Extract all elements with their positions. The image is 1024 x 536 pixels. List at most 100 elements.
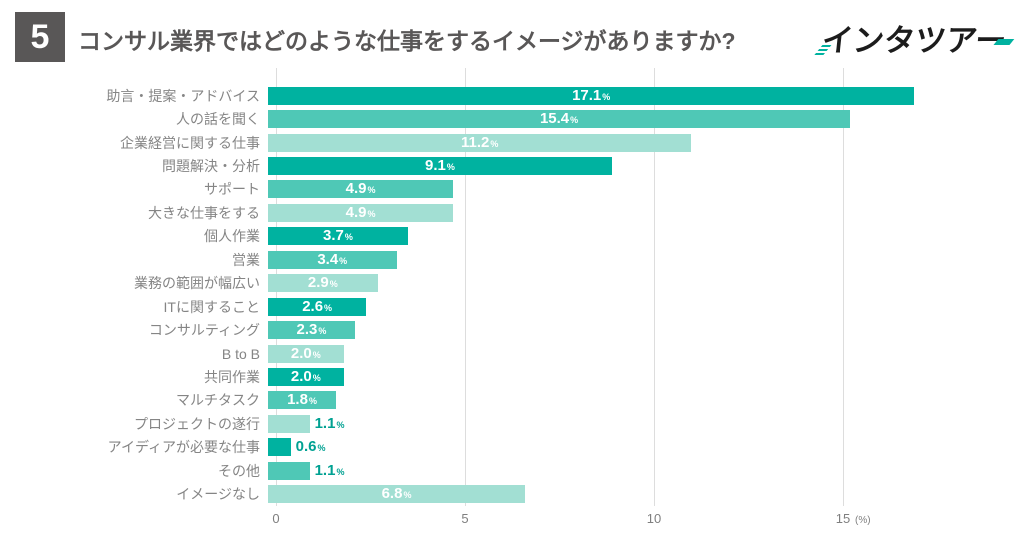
bar-track: 9.1% — [268, 157, 1012, 176]
value-label: 3.4% — [317, 250, 348, 268]
bar — [268, 344, 344, 363]
bar-track: 2.6% — [268, 297, 1012, 316]
value-label: 2.3% — [296, 321, 327, 339]
bar — [268, 180, 454, 199]
chart-row: コンサルティング 2.3% — [0, 318, 1012, 341]
page-title: コンサル業界ではどのような仕事をするイメージがありますか? — [78, 28, 736, 54]
bar-track: 1.1% — [268, 414, 1012, 433]
category-label: 営業 — [232, 251, 260, 268]
x-tick-label: 0 — [272, 511, 280, 526]
bar-track: 4.9% — [268, 180, 1012, 199]
bar — [268, 485, 526, 504]
category-label: 助言・提案・アドバイス — [106, 87, 260, 104]
value-label: 2.6% — [302, 297, 333, 315]
chart-row: ITに関すること 2.6% — [0, 295, 1012, 318]
category-label: 人の話を聞く — [176, 111, 260, 128]
category-label: 企業経営に関する仕事 — [120, 134, 260, 151]
category-label: B to B — [221, 345, 260, 362]
category-label: アイディアが必要な仕事 — [107, 439, 260, 456]
category-label: 共同作業 — [204, 368, 260, 385]
chart-row: プロジェクトの遂行 1.1% — [0, 412, 1012, 435]
value-label: 2.9% — [307, 274, 338, 292]
value-label: 0.6% — [295, 438, 326, 456]
bar-track: 2.9% — [268, 274, 1012, 293]
chart-row: その他 1.1% — [0, 459, 1012, 482]
bar-track: 0.6% — [268, 438, 1012, 457]
bar — [268, 86, 915, 105]
question-number: 5 — [30, 17, 50, 56]
gridline — [465, 68, 466, 506]
category-label: マルチタスク — [176, 392, 260, 409]
bar-track: 1.8% — [268, 391, 1012, 410]
value-label: 4.9% — [345, 180, 376, 198]
bar — [268, 438, 291, 457]
gridline — [654, 68, 655, 506]
bar-track: 2.0% — [268, 344, 1012, 363]
bar — [268, 461, 310, 480]
value-label: 17.1% — [572, 86, 611, 104]
chart-row: 業務の範囲が幅広い 2.9% — [0, 272, 1012, 295]
category-label: 業務の範囲が幅広い — [134, 275, 260, 292]
bar — [268, 227, 408, 246]
value-label: 2.0% — [290, 344, 321, 362]
bar — [268, 133, 692, 152]
chart-row: 企業経営に関する仕事 11.2% — [0, 131, 1012, 154]
chart-row: 営業 3.4% — [0, 248, 1012, 271]
category-label: 問題解決・分析 — [162, 158, 260, 175]
bar — [268, 391, 337, 410]
category-label: 大きな仕事をする — [148, 204, 260, 221]
bar — [268, 250, 397, 269]
bar-track: 3.4% — [268, 250, 1012, 269]
bar-track: 6.8% — [268, 485, 1012, 504]
value-label: 1.1% — [314, 414, 345, 432]
bar-track: 15.4% — [268, 110, 1012, 129]
x-tick-label: 5 — [461, 511, 469, 526]
x-tick-label: 10 — [646, 511, 662, 526]
bar-track: 17.1% — [268, 86, 1012, 105]
bar-track: 2.3% — [268, 321, 1012, 340]
bar — [268, 321, 355, 340]
bar-track: 2.0% — [268, 367, 1012, 386]
category-label: ITに関すること — [163, 298, 260, 315]
category-label: イメージなし — [176, 486, 260, 503]
bar-track: 3.7% — [268, 227, 1012, 246]
chart-row: 問題解決・分析 9.1% — [0, 154, 1012, 177]
bar-track: 4.9% — [268, 203, 1012, 222]
chart-row: マルチタスク 1.8% — [0, 389, 1012, 412]
category-label: サポート — [204, 181, 260, 198]
value-label: 6.8% — [381, 485, 412, 503]
bar-track: 1.1% — [268, 461, 1012, 480]
bar — [268, 297, 367, 316]
chart-row: 助言・提案・アドバイス 17.1% — [0, 84, 1012, 107]
bar — [268, 110, 851, 129]
chart-row: 個人作業 3.7% — [0, 225, 1012, 248]
value-label: 2.0% — [290, 367, 321, 385]
value-label: 1.8% — [287, 391, 317, 409]
category-label: 個人作業 — [204, 228, 260, 245]
value-label: 3.7% — [322, 227, 353, 245]
chart-row: アイディアが必要な仕事 0.6% — [0, 436, 1012, 459]
chart-row: 大きな仕事をする 4.9% — [0, 201, 1012, 224]
bar — [268, 367, 344, 386]
category-label: その他 — [218, 462, 260, 479]
value-label: 1.1% — [314, 461, 345, 479]
question-number-badge: 5 — [15, 12, 65, 62]
value-label: 9.1% — [425, 157, 455, 175]
gridline — [843, 68, 844, 506]
chart-row: 人の話を聞く 15.4% — [0, 107, 1012, 130]
category-label: コンサルティング — [148, 322, 260, 339]
chart-row: イメージなし 6.8% — [0, 482, 1012, 505]
value-label: 4.9% — [345, 203, 376, 221]
chart-row: B to B 2.0% — [0, 342, 1012, 365]
chart-row: 共同作業 2.0% — [0, 365, 1012, 388]
bar — [268, 414, 310, 433]
x-axis-unit-label: (%) — [855, 515, 871, 526]
chart-row: サポート 4.9% — [0, 178, 1012, 201]
bar — [268, 157, 612, 176]
bar-rows: 助言・提案・アドバイス 17.1% 人の話を聞く 15.4% 企業経営に関する仕… — [0, 84, 1012, 506]
value-label: 11.2% — [460, 133, 499, 151]
category-label: プロジェクトの遂行 — [134, 415, 260, 432]
bar — [268, 274, 378, 293]
